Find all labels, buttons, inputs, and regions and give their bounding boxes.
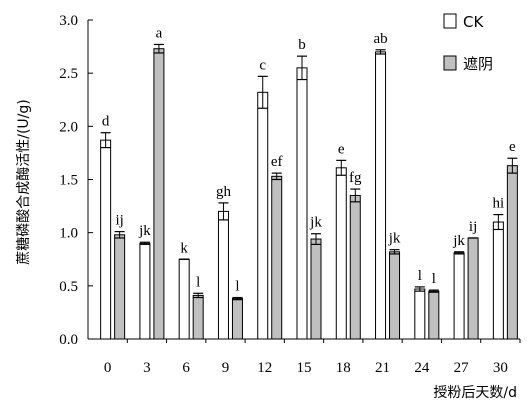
sig-label-s0-8: l bbox=[418, 268, 422, 284]
legend-label-ck: CK bbox=[463, 13, 484, 31]
sig-label-s1-0: ij bbox=[115, 213, 123, 229]
y-tick-label-1: 0.5 bbox=[59, 279, 78, 295]
bar-s1-10 bbox=[506, 165, 518, 340]
sig-label-s0-4: c bbox=[259, 57, 266, 73]
x-tick-label-6: 18 bbox=[336, 360, 351, 376]
axes: 0.0 0.5 1.0 1.5 2.0 2.5 3.0 0 3 6 9 12 15 18 21 24 27 30 bbox=[59, 13, 521, 376]
legend: CK 遮阴 bbox=[443, 13, 493, 73]
y-tick-label-0: 0.0 bbox=[59, 332, 78, 348]
x-tick-label-8: 24 bbox=[414, 360, 430, 376]
sig-label-s0-6: e bbox=[338, 141, 345, 157]
bars bbox=[100, 43, 518, 340]
x-tick-label-2: 6 bbox=[182, 360, 190, 376]
x-tick-label-3: 9 bbox=[222, 360, 230, 376]
sig-label-s1-5: jk bbox=[309, 215, 322, 231]
sig-label-s1-1: a bbox=[156, 25, 163, 41]
legend-swatch-shade bbox=[443, 55, 457, 71]
sig-label-s0-7: ab bbox=[373, 31, 387, 47]
bar-s0-1 bbox=[139, 242, 151, 340]
x-tick-label-5: 15 bbox=[297, 360, 312, 376]
bar-s1-2 bbox=[192, 294, 204, 340]
bar-s1-0 bbox=[114, 234, 126, 340]
legend-swatch-ck bbox=[443, 13, 457, 29]
bar-s0-0 bbox=[100, 139, 112, 340]
x-tick-label-0: 0 bbox=[104, 360, 112, 376]
sig-label-s0-9: jk bbox=[452, 233, 465, 249]
sig-label-s1-9: ij bbox=[469, 219, 477, 235]
sig-label-s1-4: ef bbox=[271, 154, 283, 170]
bar-s0-8 bbox=[414, 288, 426, 340]
sig-label-s1-6: fg bbox=[349, 170, 362, 186]
x-tick-label-1: 3 bbox=[143, 360, 151, 376]
bar-s0-4 bbox=[257, 91, 269, 340]
bar-s1-5 bbox=[310, 238, 322, 340]
sig-label-s1-10: e bbox=[509, 139, 516, 155]
bar-s1-6 bbox=[349, 194, 361, 340]
bar-s1-7 bbox=[389, 251, 401, 340]
bar-s1-3 bbox=[231, 298, 243, 340]
sig-label-s1-2: l bbox=[196, 274, 200, 290]
sig-label-s0-10: hi bbox=[493, 196, 505, 212]
y-tick-label-2: 1.0 bbox=[59, 226, 78, 242]
sig-label-s1-8: l bbox=[432, 271, 436, 287]
y-axis-title: 蔗糖磷酸合成酶活性/(U/g) bbox=[16, 99, 32, 265]
y-tick-label-4: 2.0 bbox=[59, 119, 78, 135]
bar-s0-6 bbox=[335, 167, 347, 340]
bar-s0-7 bbox=[375, 51, 387, 340]
bar-s0-2 bbox=[178, 258, 190, 340]
bar-s0-10 bbox=[492, 221, 504, 340]
sig-label-s1-7: jk bbox=[388, 231, 401, 247]
sig-label-s1-3: l bbox=[235, 279, 239, 295]
x-axis-title: 授粉后天数/d bbox=[433, 385, 517, 401]
legend-label-shade: 遮阴 bbox=[463, 55, 493, 73]
y-tick-label-3: 1.5 bbox=[59, 173, 78, 189]
sig-label-s0-0: d bbox=[102, 114, 110, 130]
bar-s1-8 bbox=[428, 290, 440, 340]
bar-s0-9 bbox=[453, 252, 465, 340]
sig-label-s0-3: gh bbox=[216, 184, 232, 200]
bar-s1-4 bbox=[271, 175, 283, 340]
y-tick-label-6: 3.0 bbox=[59, 13, 78, 29]
x-tick-label-9: 27 bbox=[454, 360, 470, 376]
x-tick-label-10: 30 bbox=[493, 360, 508, 376]
x-tick-label-4: 12 bbox=[257, 360, 272, 376]
bar-s1-9 bbox=[467, 237, 479, 340]
sig-label-s0-5: b bbox=[298, 37, 306, 53]
sig-label-s0-1: jk bbox=[138, 223, 151, 239]
sig-label-s0-2: k bbox=[180, 240, 188, 256]
bar-s0-5 bbox=[296, 67, 308, 340]
bar-s0-3 bbox=[217, 210, 229, 340]
x-tick-label-7: 21 bbox=[375, 360, 390, 376]
y-tick-label-5: 2.5 bbox=[59, 66, 78, 82]
bar-s1-1 bbox=[153, 48, 165, 340]
